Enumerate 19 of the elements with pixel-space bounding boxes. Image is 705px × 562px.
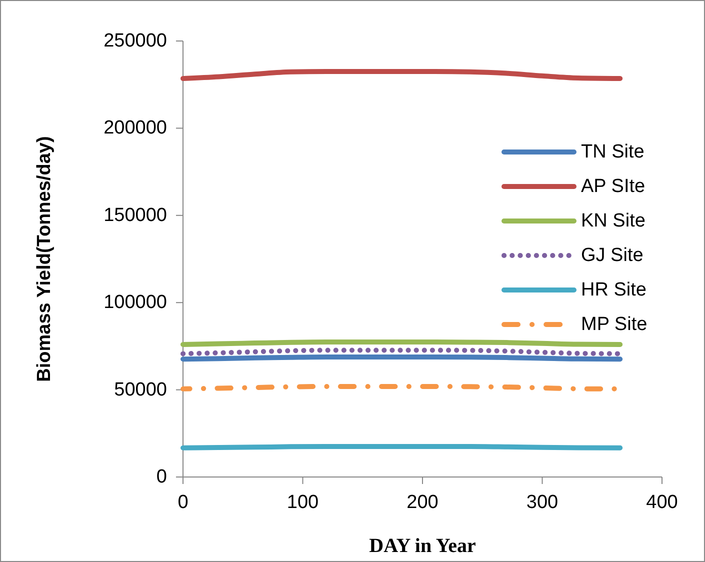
x-tick-label: 100 bbox=[286, 492, 319, 513]
x-tick-label: 400 bbox=[646, 492, 678, 513]
y-tick-label: 250000 bbox=[104, 30, 167, 52]
legend-label: AP SIte bbox=[581, 176, 646, 197]
legend-label: GJ Site bbox=[581, 245, 644, 266]
legend-label: TN Site bbox=[581, 142, 644, 162]
y-tick-label: 200000 bbox=[104, 118, 167, 139]
x-axis-title: DAY in Year bbox=[369, 535, 476, 557]
x-tick-label: 200 bbox=[406, 492, 438, 513]
x-tick-label: 300 bbox=[526, 492, 558, 513]
y-tick-label: 100000 bbox=[104, 292, 167, 314]
y-tick-label: 0 bbox=[156, 466, 167, 488]
x-tick-label: 0 bbox=[178, 492, 188, 513]
legend-label: MP Site bbox=[581, 314, 648, 335]
y-axis-title: Biomass Yield(Tonnes/day) bbox=[34, 136, 55, 382]
y-tick-label: 150000 bbox=[104, 204, 167, 226]
y-tick-label: 50000 bbox=[114, 379, 167, 400]
legend-label: HR Site bbox=[581, 280, 646, 300]
legend-label: KN Site bbox=[581, 210, 646, 232]
